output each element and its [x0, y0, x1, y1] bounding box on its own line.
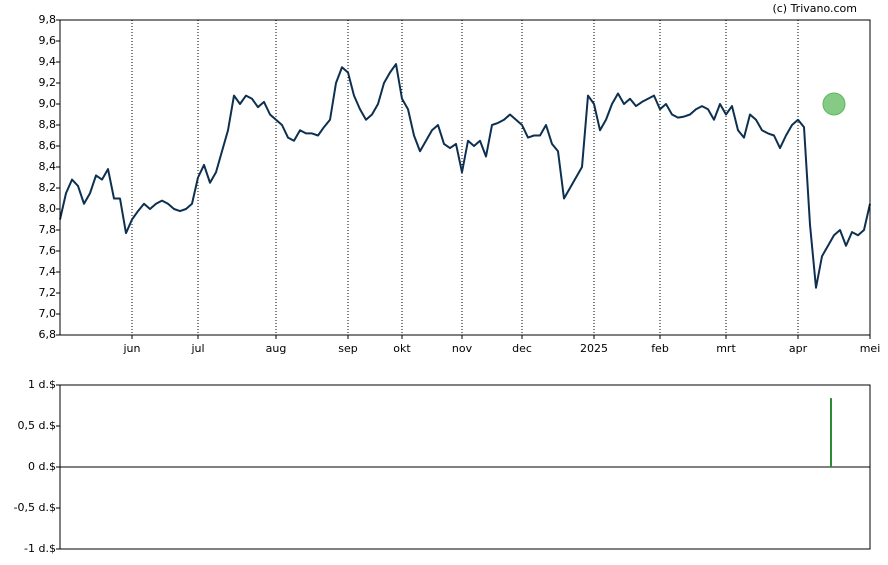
dividend-marker [822, 92, 846, 116]
price-line [59, 63, 871, 289]
y-tick-label: 9,2 [39, 76, 57, 89]
x-tick-label: sep [338, 342, 357, 355]
x-tick-label: feb [651, 342, 669, 355]
y-tick-label: 9,8 [39, 13, 57, 26]
y-tick-label: 9,0 [39, 97, 57, 110]
y-tick-label: 8,2 [39, 181, 57, 194]
y-tick-label: 0 d.$ [28, 460, 56, 473]
x-tick-label: dec [512, 342, 532, 355]
plot-border [59, 384, 871, 550]
x-tick-label: nov [452, 342, 473, 355]
y-tick-label: 7,4 [39, 265, 57, 278]
plot-border [59, 19, 871, 336]
x-tick-label: aug [266, 342, 287, 355]
x-tick-label: mrt [716, 342, 736, 355]
x-tick-label: 2025 [580, 342, 608, 355]
y-tick-label: 1 d.$ [28, 378, 56, 391]
y-tick-label: 8,4 [39, 160, 57, 173]
y-tick-label: 9,6 [39, 34, 57, 47]
y-tick-label: -0,5 d.$ [14, 501, 56, 514]
y-tick-label: 7,0 [39, 307, 57, 320]
y-tick-label: 9,4 [39, 55, 57, 68]
x-tick-label: okt [393, 342, 411, 355]
x-tick-label: mei [860, 342, 881, 355]
copyright: (c) Trivano.com [772, 2, 857, 15]
y-tick-label: 0,5 d.$ [18, 419, 56, 432]
y-tick-label: 7,8 [39, 223, 57, 236]
y-tick-label: 8,8 [39, 118, 57, 131]
x-tick-label: jul [190, 342, 204, 355]
y-tick-label: -1 d.$ [24, 542, 56, 555]
y-tick-label: 8,0 [39, 202, 57, 215]
x-tick-label: jun [123, 342, 141, 355]
y-tick-label: 8,6 [39, 139, 57, 152]
y-tick-label: 6,8 [39, 328, 57, 341]
y-tick-label: 7,2 [39, 286, 57, 299]
y-tick-label: 7,6 [39, 244, 57, 257]
x-tick-label: apr [789, 342, 808, 355]
